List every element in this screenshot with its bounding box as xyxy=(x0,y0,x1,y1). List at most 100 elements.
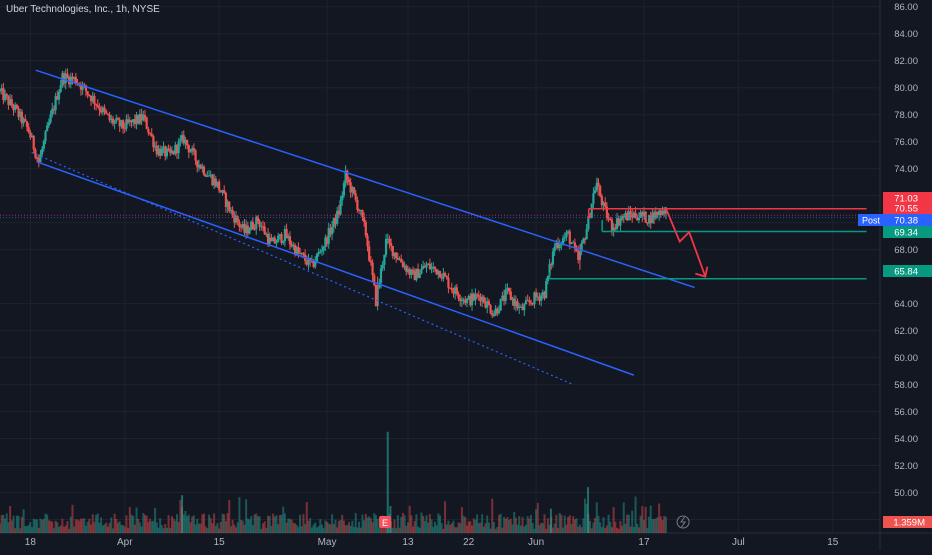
candle-body xyxy=(467,295,470,300)
volume-bar xyxy=(632,527,635,533)
volume-bar xyxy=(428,514,431,533)
volume-bar xyxy=(518,516,521,533)
volume-bar xyxy=(476,514,479,533)
candle-body xyxy=(115,118,118,122)
price-tick-label: 80.00 xyxy=(894,83,918,94)
volume-bar xyxy=(128,507,131,533)
candle-body xyxy=(513,298,516,306)
candle-body xyxy=(642,211,646,217)
post-tag-box xyxy=(858,214,884,226)
candle-body xyxy=(290,244,293,247)
volume-bar xyxy=(513,511,516,533)
volume-bar xyxy=(78,520,81,533)
volume-bar xyxy=(634,496,637,533)
price-axis: 86.0084.0082.0080.0078.0076.0074.0072.00… xyxy=(894,2,918,526)
candle-body xyxy=(229,210,233,212)
volume-bar xyxy=(52,528,55,533)
candle-body xyxy=(469,295,472,306)
candle-body xyxy=(400,258,403,263)
candle-body xyxy=(334,217,337,224)
volume-bar xyxy=(69,516,72,533)
volume-bar xyxy=(81,518,84,533)
candle-body xyxy=(238,222,241,227)
volume-bar xyxy=(317,526,320,533)
volume-bar xyxy=(496,526,499,533)
candle-body xyxy=(336,210,339,224)
volume-bar xyxy=(59,525,62,533)
time-tick-label: Apr xyxy=(117,537,133,548)
volume-bar xyxy=(555,515,558,533)
candle-body xyxy=(287,236,290,239)
volume-bar xyxy=(415,514,418,533)
price-label-text: 70.55 xyxy=(894,204,918,215)
volume-bar xyxy=(585,503,588,533)
price-tick-label: 78.00 xyxy=(894,110,918,121)
candle-body xyxy=(35,157,39,159)
volume-bar xyxy=(255,513,258,533)
candle-body xyxy=(41,148,44,155)
volume-bar xyxy=(41,519,44,533)
volume-bar xyxy=(309,518,312,533)
candle-body xyxy=(516,301,519,309)
candle-body xyxy=(288,236,292,245)
volume-bar xyxy=(133,524,136,533)
volume-bar xyxy=(610,527,613,533)
candle-body xyxy=(245,225,248,233)
volume-bar xyxy=(369,518,372,533)
candle-body xyxy=(167,148,170,150)
candle-body xyxy=(226,201,229,208)
candle-body xyxy=(462,299,465,301)
time-tick-label: 15 xyxy=(214,537,226,548)
volume-bar xyxy=(614,521,617,533)
volume-bar xyxy=(540,522,543,533)
price-tick-label: 68.00 xyxy=(894,245,918,256)
volume-bar xyxy=(408,505,411,533)
candle-body xyxy=(477,295,480,297)
candle-body xyxy=(474,294,477,301)
candle-body xyxy=(84,85,88,92)
earnings-icon xyxy=(379,516,392,528)
volume-bar xyxy=(145,515,148,533)
candle-body xyxy=(307,257,310,265)
volume-bar xyxy=(549,508,552,533)
candle-body xyxy=(74,77,77,84)
volume-bar xyxy=(246,518,249,533)
volume-bar xyxy=(322,528,325,533)
volume-bar xyxy=(444,501,447,533)
volume-bar xyxy=(543,514,546,533)
candle-body xyxy=(83,84,86,86)
candle-body xyxy=(256,216,260,222)
candle-body xyxy=(624,213,627,218)
candle-body xyxy=(637,217,641,221)
volume-bar xyxy=(231,519,234,533)
volume-bar xyxy=(22,509,25,533)
candle-body xyxy=(600,195,603,206)
price-tick-label: 62.00 xyxy=(894,326,918,337)
candle-body xyxy=(175,144,179,154)
volume-bar xyxy=(152,520,155,533)
volume-bar xyxy=(4,518,7,533)
candle-body xyxy=(560,243,563,246)
candle-body xyxy=(177,141,180,154)
volume-bar xyxy=(501,527,504,533)
earnings-icon-glyph: E xyxy=(382,518,388,528)
volume-bar xyxy=(31,527,34,533)
volume-bars xyxy=(0,431,667,533)
volume-bar xyxy=(25,526,28,533)
candle-body xyxy=(29,132,32,138)
candle-body xyxy=(543,292,546,299)
volume-bar xyxy=(138,522,141,533)
candle-body xyxy=(71,76,74,80)
volume-bar xyxy=(170,516,173,533)
volume-bar xyxy=(34,519,37,533)
volume-bar xyxy=(240,520,243,533)
projection-arrow xyxy=(665,208,707,277)
candle-body xyxy=(169,148,172,153)
volume-bar xyxy=(583,498,586,533)
volume-bar xyxy=(0,523,1,533)
candle-body xyxy=(108,114,111,121)
candle-body xyxy=(526,300,529,302)
